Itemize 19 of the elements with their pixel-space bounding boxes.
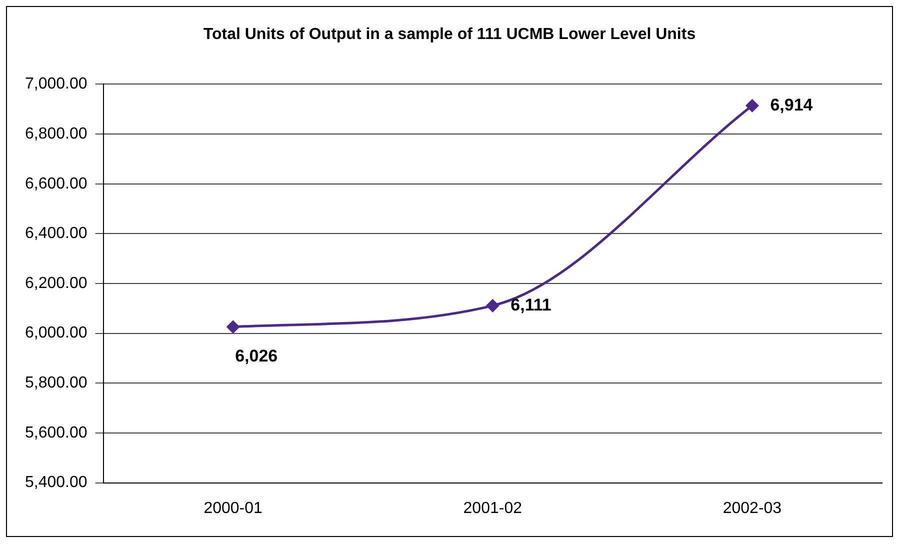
y-tick-label: 6,800.00 (25, 125, 88, 142)
x-tick-label: 2002-03 (722, 500, 782, 517)
x-tick-label: 2000-01 (204, 500, 263, 517)
x-tick-label: 2001-02 (463, 500, 522, 517)
point (746, 99, 758, 112)
point (226, 320, 240, 334)
y-tick-label: 5,400.00 (25, 474, 88, 492)
y-tick-label: 5,800.00 (25, 374, 88, 392)
data-label: 6,111 (510, 295, 552, 314)
y-tick-label: 5,600.00 (25, 424, 88, 442)
point (486, 299, 499, 312)
data-label: 6,914 (770, 95, 814, 114)
y-tick-label: 7,000.00 (25, 76, 88, 93)
y-tick-label: 6,600.00 (25, 175, 88, 192)
chart-title: Total Units of Output in a sample of 111 UCMB Lower Level Units (203, 26, 696, 44)
y-tick-label: 6,400.00 (25, 225, 88, 242)
data-label: 6,026 (235, 346, 278, 366)
y-tick-label: 6,000.00 (25, 324, 88, 342)
y-tick-label: 6,200.00 (25, 274, 88, 292)
